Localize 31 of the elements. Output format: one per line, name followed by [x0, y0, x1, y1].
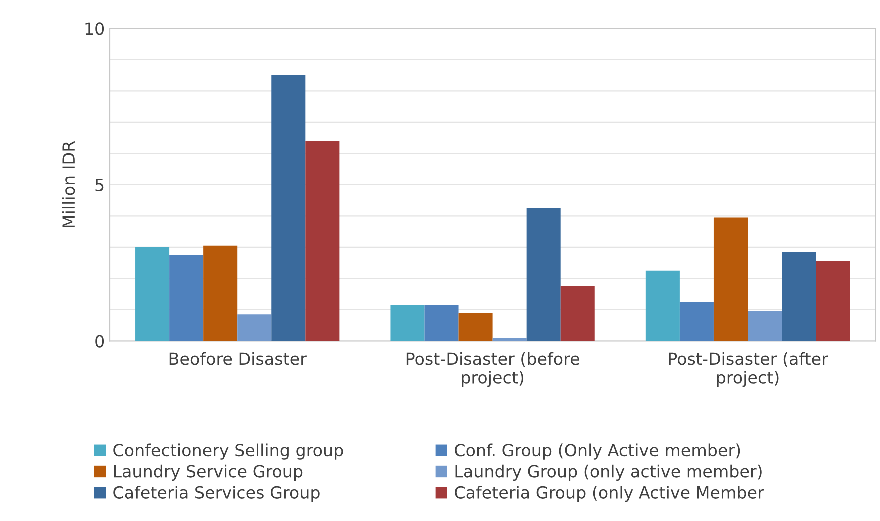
x-tick-label: Beofore Disaster — [170, 352, 307, 366]
bar — [170, 255, 204, 342]
bar — [238, 314, 272, 342]
bar — [492, 338, 527, 342]
bar — [680, 302, 714, 342]
y-tick-label: 0 — [96, 335, 104, 348]
bar — [306, 141, 340, 342]
x-tick-label: Post-Disaster (after project) — [669, 352, 828, 388]
legend-label: Conf. Group (Only Active member) — [455, 444, 740, 460]
bar — [714, 218, 748, 342]
legend-label: Cafeteria Services Group — [114, 486, 320, 502]
bar — [272, 76, 306, 342]
bar — [204, 246, 238, 342]
bar — [390, 305, 425, 342]
y-tick-label: 5 — [96, 179, 104, 192]
y-tick-label: 10 — [86, 22, 104, 36]
bar — [748, 312, 782, 342]
x-tick-label: Post-Disaster (before project) — [406, 352, 580, 388]
legend-label: Laundry Group (only active member) — [456, 464, 762, 482]
bar — [646, 270, 680, 342]
bar — [782, 252, 816, 342]
bar — [136, 247, 170, 342]
legend-label: Laundry Service Group — [114, 464, 303, 482]
bar — [458, 313, 493, 342]
bar — [560, 286, 595, 342]
y-axis-title: Million IDR — [62, 141, 76, 228]
bar — [424, 305, 459, 342]
bar — [526, 208, 561, 342]
bar — [816, 262, 850, 342]
legend-label: Cafeteria Group (only Active Member — [455, 486, 764, 502]
legend-label: Confectionery Selling group — [114, 444, 344, 460]
